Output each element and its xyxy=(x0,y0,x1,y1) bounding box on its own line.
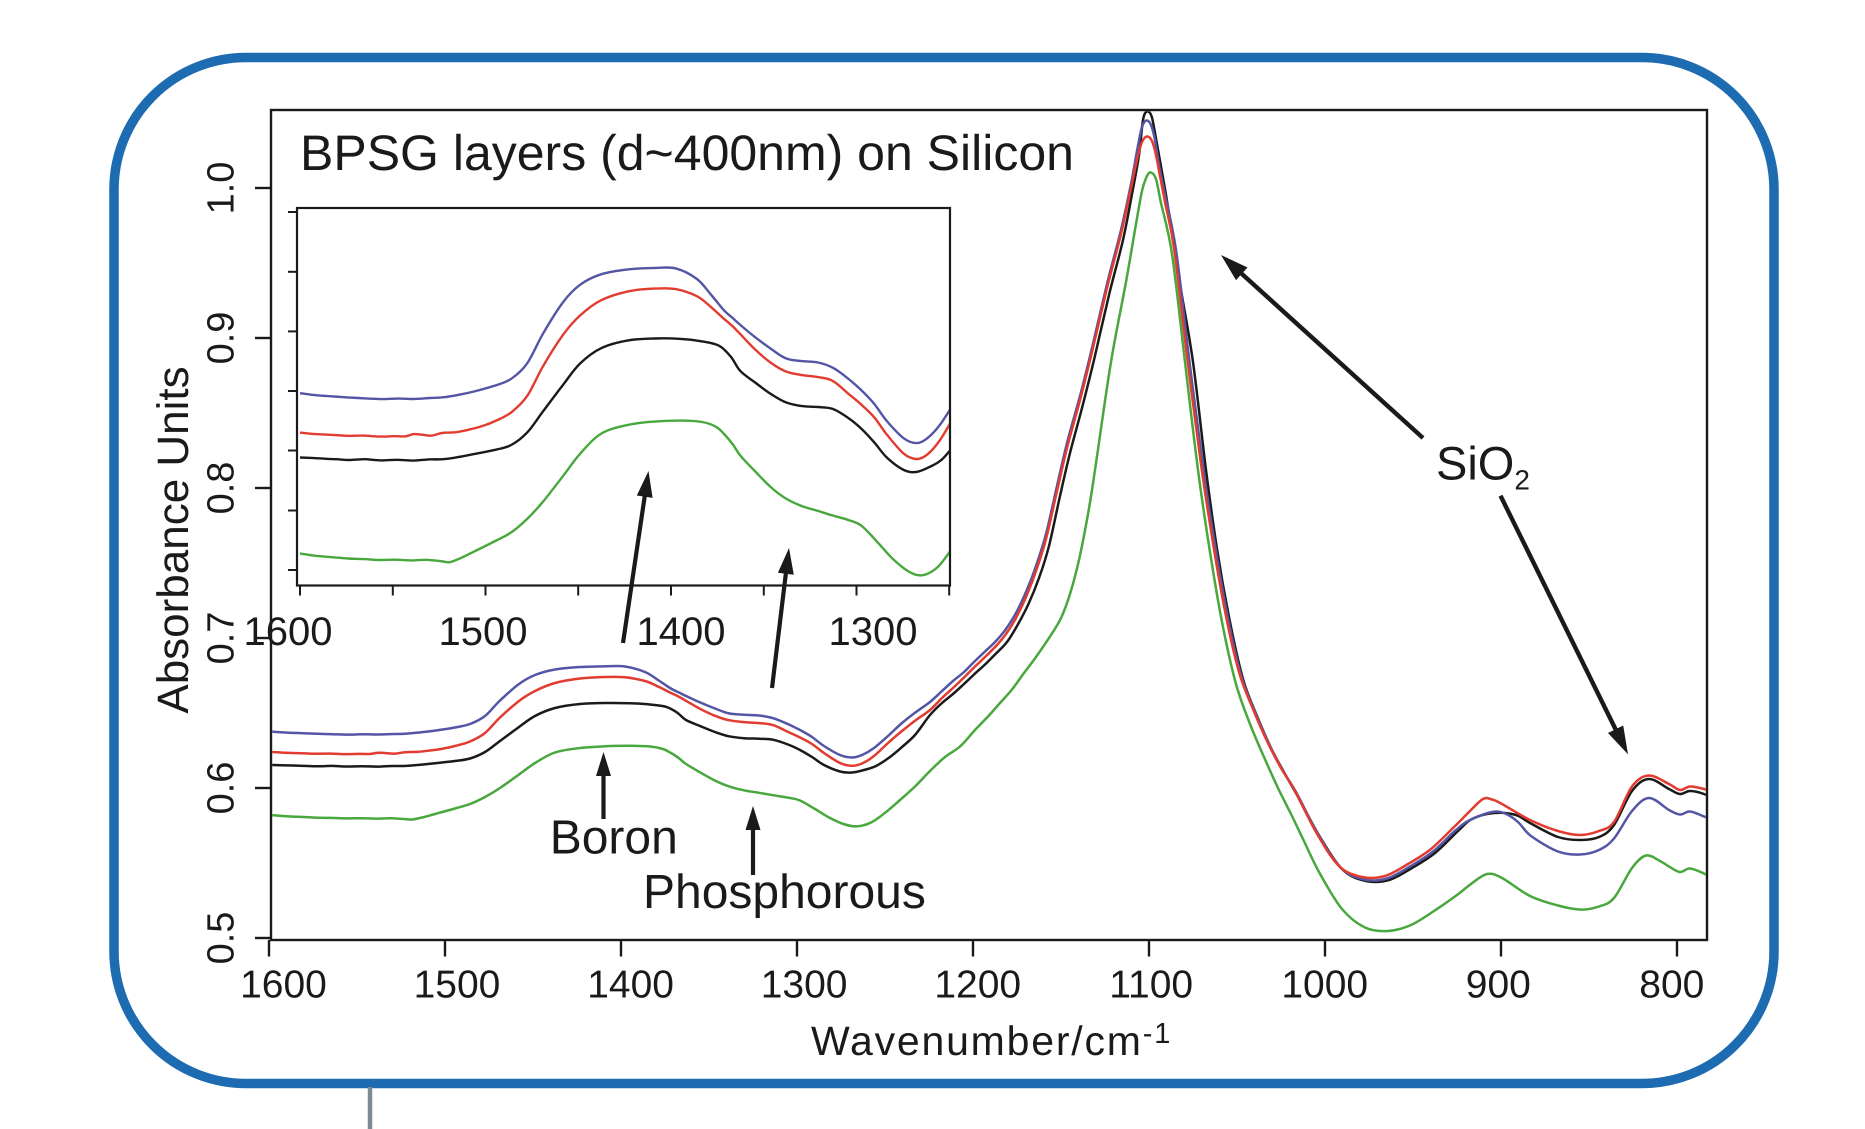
svg-text:1300: 1300 xyxy=(829,610,918,654)
svg-text:0.5: 0.5 xyxy=(201,912,243,965)
svg-text:Wavenumber/cm-1: Wavenumber/cm-1 xyxy=(811,1018,1172,1064)
svg-text:1100: 1100 xyxy=(1109,964,1193,1007)
svg-text:1500: 1500 xyxy=(439,610,528,654)
svg-text:1300: 1300 xyxy=(761,964,848,1007)
svg-text:0.8: 0.8 xyxy=(201,462,243,515)
svg-text:1400: 1400 xyxy=(637,610,726,654)
svg-text:BPSG layers (d~400nm) on Silic: BPSG layers (d~400nm) on Silicon xyxy=(300,125,1074,181)
svg-text:1400: 1400 xyxy=(587,964,674,1007)
svg-text:Absorbance Units: Absorbance Units xyxy=(149,366,198,713)
svg-text:900: 900 xyxy=(1466,964,1531,1007)
svg-text:Phosphorous: Phosphorous xyxy=(643,866,926,919)
svg-text:0.9: 0.9 xyxy=(201,312,243,365)
svg-text:1.0: 1.0 xyxy=(201,162,243,215)
svg-text:Boron: Boron xyxy=(550,812,678,865)
svg-text:0.6: 0.6 xyxy=(201,762,243,815)
svg-text:0.7: 0.7 xyxy=(201,612,243,665)
svg-text:1200: 1200 xyxy=(934,964,1021,1007)
svg-text:SiO2: SiO2 xyxy=(1436,436,1530,495)
svg-text:1600: 1600 xyxy=(244,610,333,654)
svg-text:1000: 1000 xyxy=(1281,964,1368,1007)
svg-text:800: 800 xyxy=(1639,964,1704,1007)
svg-text:1600: 1600 xyxy=(240,964,327,1007)
svg-text:1500: 1500 xyxy=(414,964,501,1007)
